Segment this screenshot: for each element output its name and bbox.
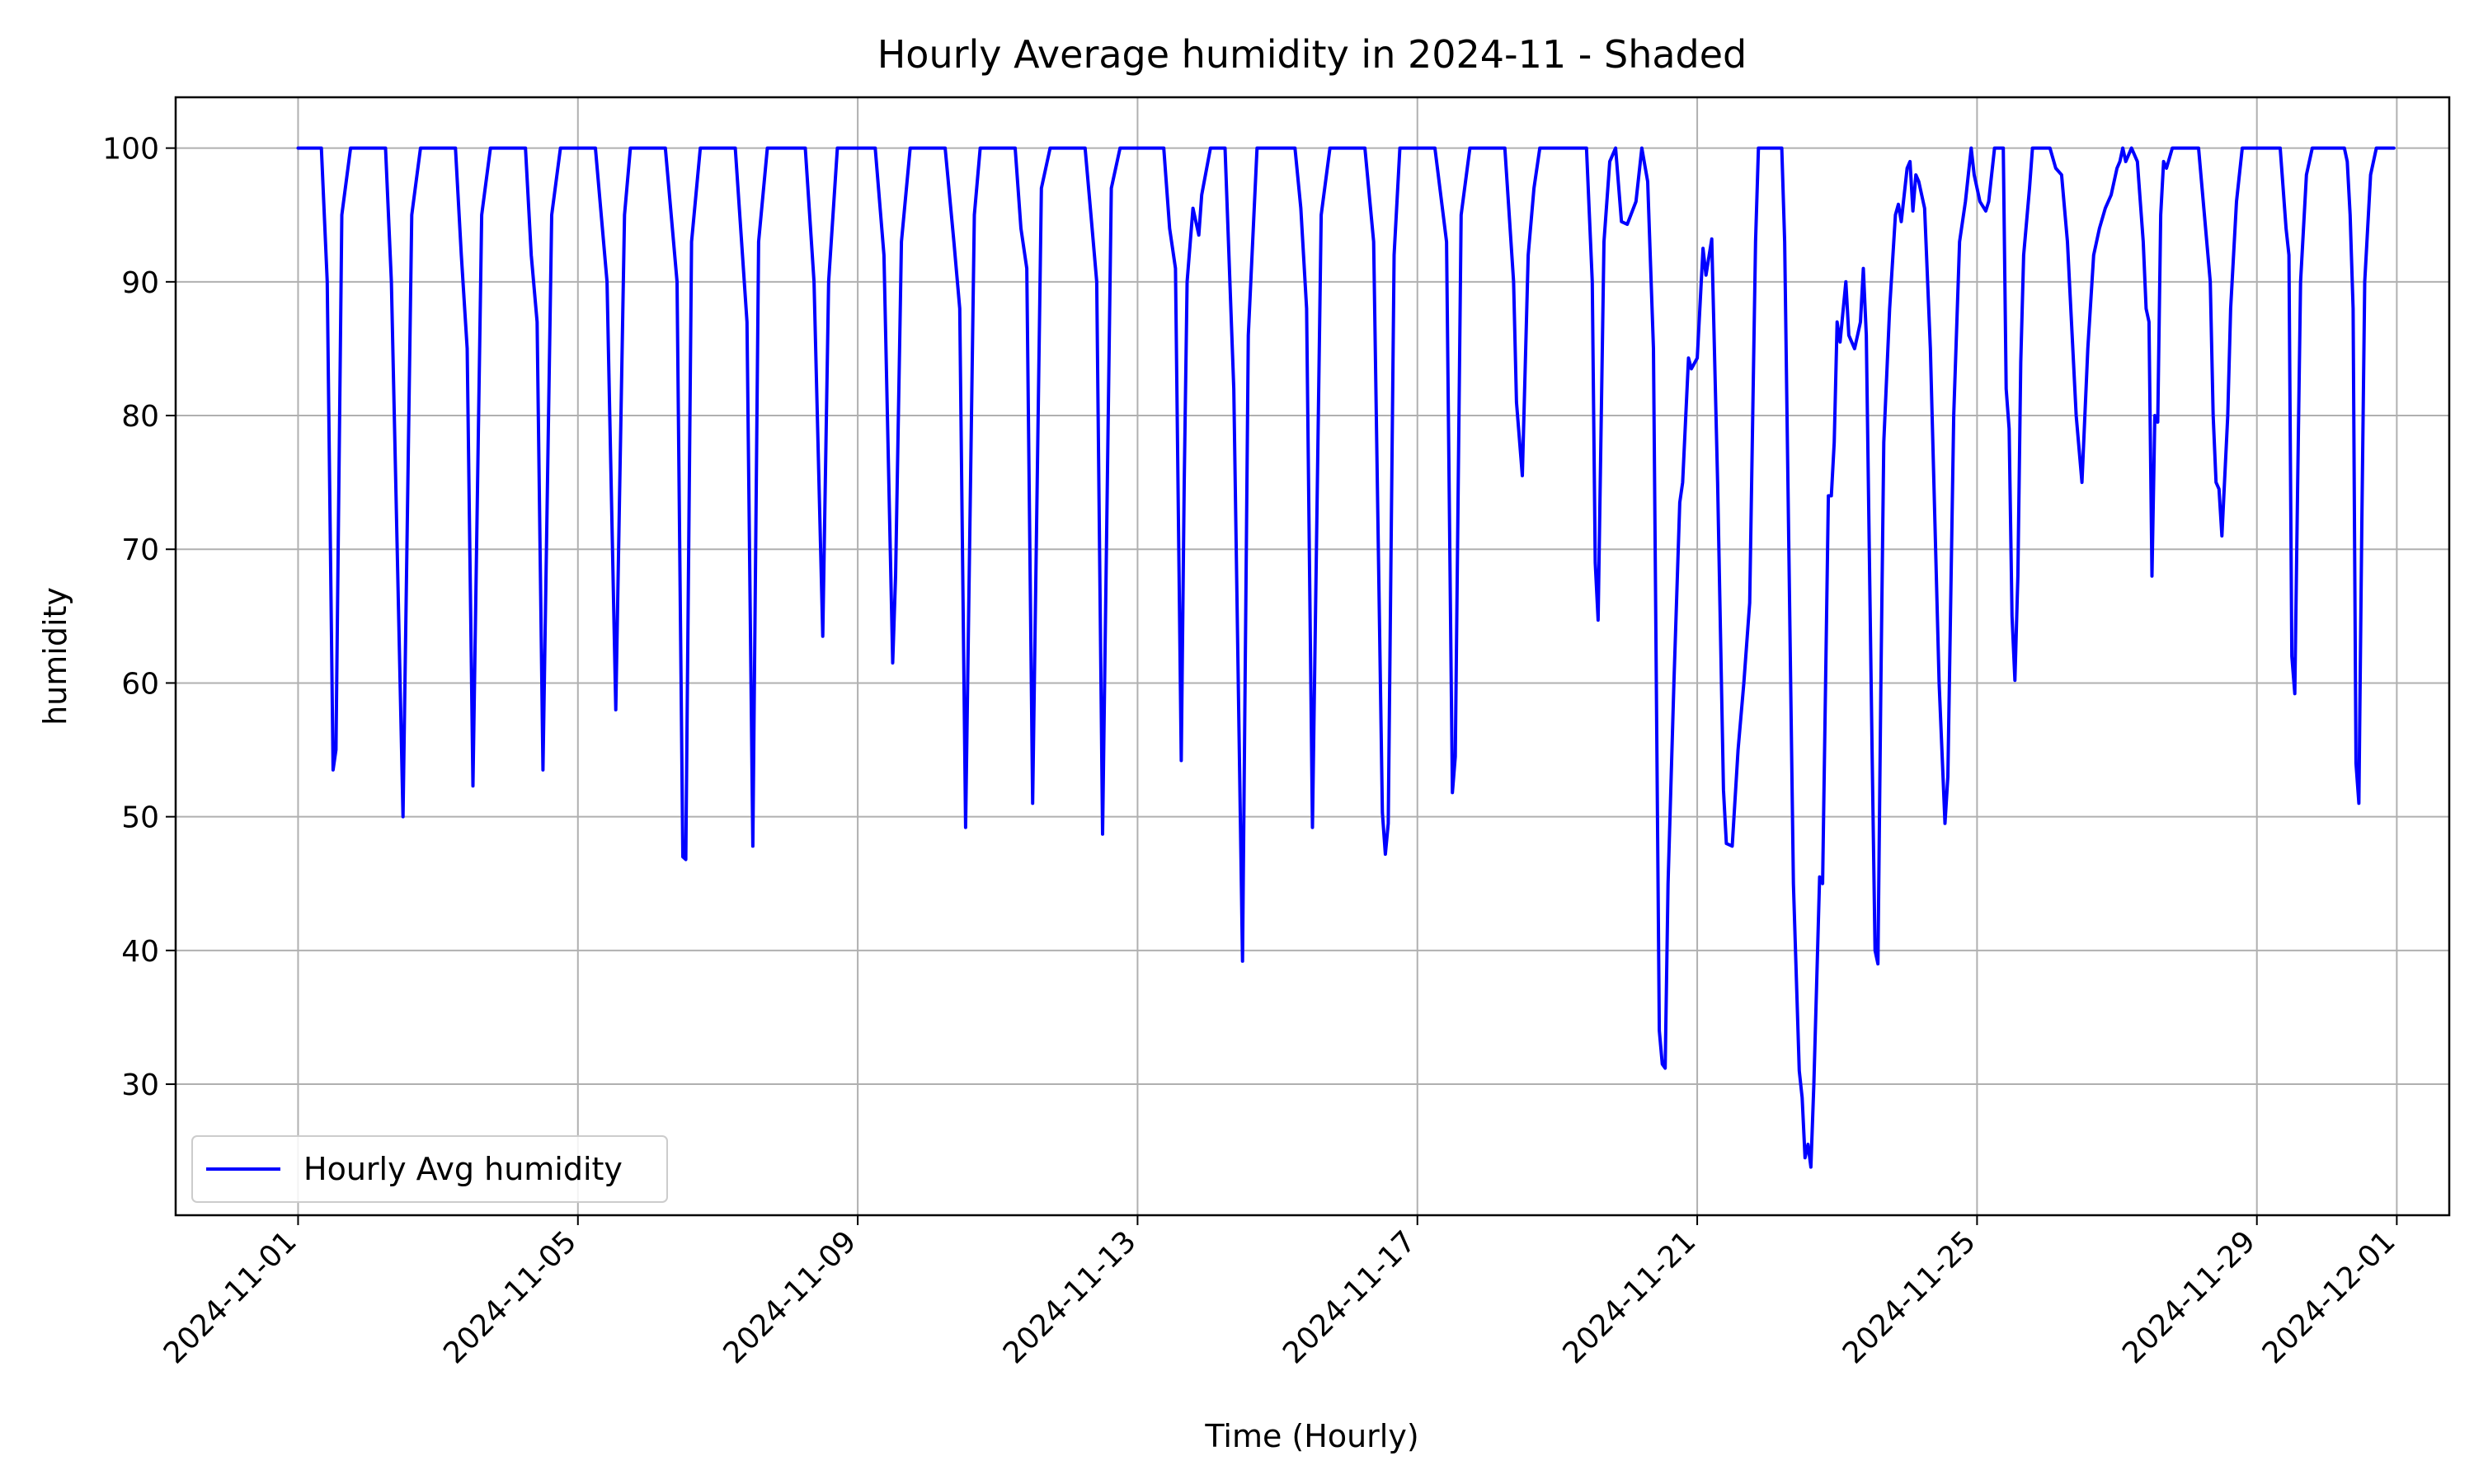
y-tick-label: 30: [121, 1068, 159, 1102]
legend: Hourly Avg humidity: [191, 1135, 668, 1203]
y-tick-label: 70: [121, 533, 159, 567]
legend-box: [191, 1135, 668, 1203]
series-layer: [296, 146, 2396, 1169]
chart-title: Hourly Average humidity in 2024-11 - Sha…: [877, 32, 1747, 77]
humidity-series-line: [296, 146, 2396, 1169]
y-tick-label: 60: [121, 667, 159, 701]
y-tick-label: 100: [102, 133, 159, 167]
y-axis-title: humidity: [37, 587, 73, 726]
y-axis-ticks: 30 40 50 60 70 80 90 100: [102, 133, 176, 1102]
legend-label: Hourly Avg humidity: [303, 1151, 623, 1187]
x-axis-title: Time (Hourly): [1204, 1418, 1418, 1454]
plot-frame: [174, 96, 2451, 1217]
y-tick-label: 80: [121, 400, 159, 434]
grid-lines: [176, 97, 2449, 1215]
y-tick-label: 50: [121, 801, 159, 835]
y-tick-label: 90: [121, 266, 159, 300]
y-tick-label: 40: [121, 935, 159, 969]
